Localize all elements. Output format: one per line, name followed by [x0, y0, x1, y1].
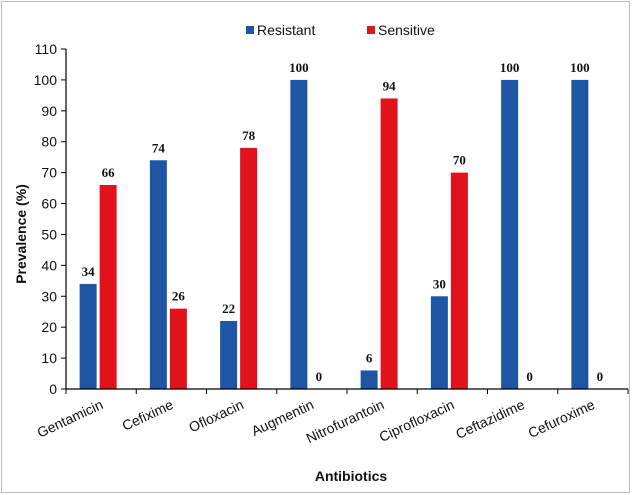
y-axis-title: Prevalence (%) — [13, 184, 29, 284]
y-tick-label: 0 — [49, 381, 57, 397]
data-label-sensitive-ciprofloxacin: 70 — [453, 153, 466, 168]
data-labels: 34 66 74 26 22 78 100 0 6 94 30 70 100 0 100 0 — [82, 60, 604, 384]
y-tick-label: 90 — [41, 103, 57, 119]
data-label-sensitive-nitrofurantoin: 94 — [383, 78, 397, 93]
y-tick-label: 40 — [41, 257, 57, 273]
y-tick-label: 20 — [41, 319, 57, 335]
bar-resistant-cefixime — [149, 160, 167, 389]
bar-sensitive-nitrofurantoin — [380, 98, 398, 390]
data-label-resistant-ofloxacin: 22 — [222, 301, 235, 316]
data-label-resistant-nitrofurantoin: 6 — [366, 350, 373, 365]
x-category-label: Ofloxacin — [186, 396, 246, 435]
data-label-resistant-cefuroxime: 100 — [570, 60, 590, 75]
data-label-resistant-cefixime: 74 — [152, 140, 166, 155]
legend-label-resistant: Resistant — [257, 22, 315, 38]
x-category-label: Ciprofloxacin — [377, 396, 457, 445]
bar-sensitive-ofloxacin — [240, 147, 258, 389]
y-axis: 0 10 20 30 40 50 60 70 80 90 100 110 — [34, 41, 67, 397]
data-label-resistant-ceftazidime: 100 — [500, 60, 520, 75]
y-tick-label: 30 — [41, 288, 57, 304]
bar-resistant-augmentin — [290, 79, 308, 389]
data-label-resistant-augmentin: 100 — [289, 60, 309, 75]
legend: Resistant Sensitive — [246, 22, 435, 38]
bar-resistant-gentamicin — [79, 283, 97, 389]
bar-resistant-cefuroxime — [571, 79, 589, 389]
y-tick-label: 60 — [41, 196, 57, 212]
x-category-label: Nitrofurantoin — [303, 396, 386, 446]
x-axis: Gentamicin Cefixime Ofloxacin AugmentinNitr… — [34, 388, 629, 446]
legend-swatch-sensitive — [367, 26, 375, 34]
bar-resistant-ciprofloxacin — [430, 296, 448, 389]
x-category-label: Gentamicin — [34, 396, 105, 440]
bar-resistant-ofloxacin — [220, 321, 238, 389]
y-tick-label: 70 — [41, 165, 57, 181]
legend-swatch-resistant — [246, 26, 254, 34]
data-label-sensitive-cefuroxime: 0 — [597, 369, 604, 384]
y-tick-label: 80 — [41, 134, 57, 150]
bar-resistant-nitrofurantoin — [360, 370, 378, 389]
x-category-label: Cefixime — [120, 396, 176, 434]
y-tick-label: 10 — [41, 350, 57, 366]
bar-sensitive-cefixime — [169, 308, 187, 389]
data-label-sensitive-ceftazidime: 0 — [526, 369, 533, 384]
y-tick-label: 110 — [35, 41, 58, 57]
data-label-sensitive-augmentin: 0 — [316, 369, 323, 384]
data-label-sensitive-ofloxacin: 78 — [242, 128, 256, 143]
y-tick-label: 100 — [34, 72, 58, 88]
x-axis-title: Antibiotics — [315, 468, 388, 484]
data-label-resistant-ciprofloxacin: 30 — [433, 276, 446, 291]
data-label-sensitive-gentamicin: 66 — [102, 165, 116, 180]
data-label-sensitive-cefixime: 26 — [172, 289, 186, 304]
bar-resistant-ceftazidime — [501, 79, 519, 389]
data-label-resistant-gentamicin: 34 — [82, 264, 96, 279]
bar-sensitive-gentamicin — [99, 185, 117, 389]
y-tick-label: 50 — [41, 226, 57, 242]
bars — [79, 79, 589, 390]
bar-sensitive-ciprofloxacin — [450, 172, 468, 389]
x-category-label: Ceftazidime — [453, 396, 527, 442]
legend-label-sensitive: Sensitive — [378, 22, 435, 38]
x-category-label: Cefuroxime — [525, 396, 597, 441]
